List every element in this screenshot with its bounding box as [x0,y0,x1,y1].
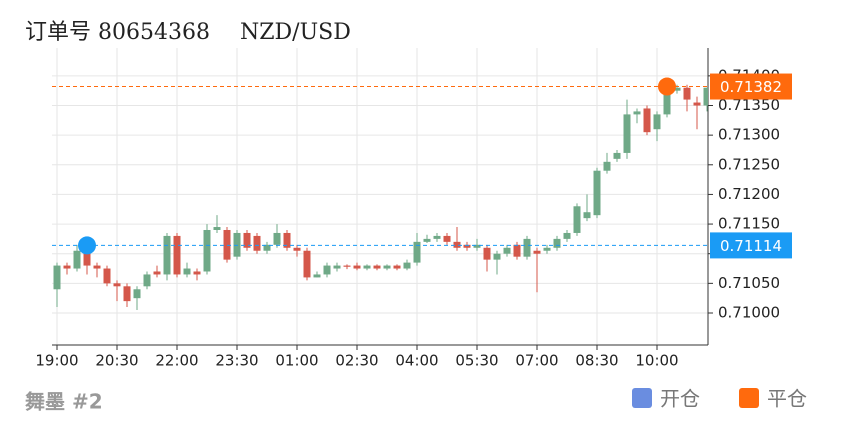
candle-body [93,265,101,269]
candle-body [203,229,211,272]
candle-body [613,152,621,159]
candle-body [653,114,661,130]
candle-body [293,247,301,251]
legend-swatch [632,388,652,408]
price-box [710,232,792,259]
candle-body [183,268,191,275]
price-box-label: 0.71114 [720,237,782,255]
footer: 舞墨 #2 [25,390,103,414]
candle-body [83,250,91,266]
chart-subtitle: NZD/USD [240,20,351,45]
candle-body [313,274,321,278]
chart-title: 订单号 80654368 [25,20,210,45]
candle-body [673,87,681,91]
candle-body [173,235,181,275]
candle-body [123,286,131,302]
y-tick-label: 0.71300 [718,126,780,144]
candle-body [523,238,531,257]
y-tick-label: 0.71150 [718,215,780,233]
candle-body [463,244,471,248]
candle-body [543,247,551,251]
candle-body [233,232,241,257]
candle-body [503,247,511,254]
trade-marker [78,236,96,255]
candle-body [403,262,411,269]
candle-body [303,250,311,278]
candle-body [283,232,291,248]
legend-swatch [739,388,759,408]
candle-body [593,170,601,216]
y-tick-label: 0.71200 [718,185,780,203]
candle-body [513,244,521,257]
candle-body [353,265,361,269]
candle-body [393,265,401,269]
candle-body [53,265,61,290]
y-tick-label: 0.71250 [718,155,780,173]
candle-body [573,206,581,233]
legend-label: 平仓 [767,387,807,411]
candle-body [273,232,281,245]
candle-body [533,250,541,254]
candle-body [643,108,651,133]
candle-body [703,87,708,106]
candle-body [423,238,431,242]
candle-body [633,111,641,115]
candle-body [103,268,111,284]
x-tick-label: 07:00 [515,352,558,370]
candle-body [693,102,701,106]
candle-body [133,289,141,299]
candle-body [263,244,271,251]
candle-body [663,90,671,115]
candles [53,84,708,311]
candle-body [193,271,201,275]
candle-body [553,238,561,248]
x-tick-label: 20:30 [95,352,138,370]
candle-body [493,253,501,260]
candle-body [243,232,251,248]
x-tick-label: 02:30 [335,352,378,370]
candle-body [73,250,81,269]
candle-body [583,212,591,219]
candle-body [363,265,371,269]
x-tick-label: 01:00 [275,352,318,370]
candle-body [333,265,341,269]
candle-body [473,244,481,248]
candle-body [443,235,451,242]
candle-body [153,271,161,275]
x-tick-label: 08:30 [575,352,618,370]
y-tick-label: 0.71350 [718,96,780,114]
x-tick-label: 22:00 [155,352,198,370]
candle-body [113,283,121,287]
candle-body [213,227,221,230]
candle-body [163,235,171,275]
candle-body [383,265,391,269]
candle-body [143,274,151,287]
candle-body [373,265,381,269]
trade-marker [658,77,676,96]
x-tick-label: 04:00 [395,352,438,370]
candle-body [63,265,71,269]
candle-body [453,241,461,248]
x-tick-label: 19:00 [35,352,78,370]
candle-body [343,265,351,267]
x-tick-label: 05:30 [455,352,498,370]
candle-body [483,247,491,260]
candle-body [563,232,571,239]
y-tick-label: 0.71000 [718,303,780,321]
candle-body [433,235,441,239]
y-tick-label: 0.71050 [718,274,780,292]
candle-body [623,114,631,153]
candle-body [253,235,261,251]
candle-body [223,229,231,260]
candle-body [603,161,611,171]
legend-label: 开仓 [660,387,700,411]
candle-body [323,265,331,275]
x-tick-label: 10:00 [635,352,678,370]
price-box [710,73,792,100]
candle-body [413,241,421,263]
candle-body [683,87,691,100]
x-tick-label: 23:30 [215,352,258,370]
price-box-label: 0.71382 [720,78,782,96]
